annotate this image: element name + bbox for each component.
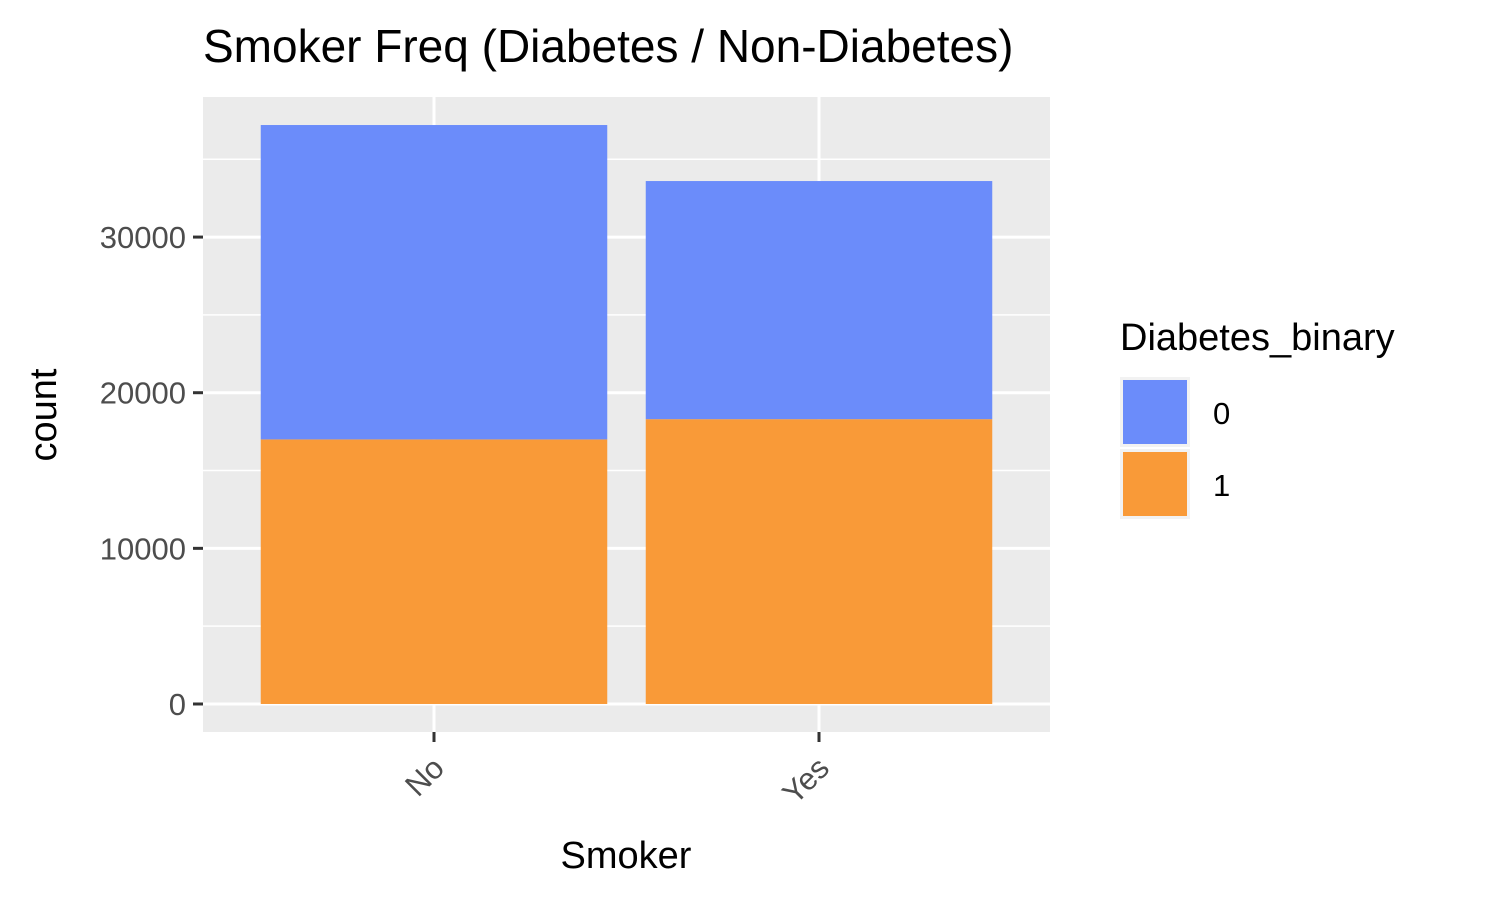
- x-axis: No Yes: [398, 732, 836, 811]
- y-tick-label: 10000: [100, 531, 186, 566]
- bars: [260, 125, 993, 704]
- legend-label-0: 0: [1213, 396, 1230, 431]
- x-tick-label: Yes: [775, 750, 836, 811]
- legend-label-1: 1: [1213, 468, 1230, 503]
- x-tick-label: No: [398, 750, 451, 803]
- y-axis: 0 10000 20000 30000: [100, 220, 203, 722]
- legend-swatch-1: [1123, 452, 1187, 516]
- legend-swatch-0: [1123, 380, 1187, 444]
- bar-yes-series-0: [645, 181, 993, 420]
- y-axis-title: count: [23, 368, 65, 461]
- x-axis-title: Smoker: [561, 835, 692, 877]
- chart-title: Smoker Freq (Diabetes / Non-Diabetes): [203, 20, 1013, 72]
- bar-no-series-0: [260, 125, 608, 440]
- legend-title: Diabetes_binary: [1120, 317, 1395, 359]
- bar-no-series-1: [260, 439, 608, 704]
- y-tick-label: 30000: [100, 220, 186, 255]
- bar-yes-series-1: [645, 419, 993, 704]
- y-tick-label: 20000: [100, 376, 186, 411]
- y-tick-label: 0: [169, 687, 186, 722]
- legend: Diabetes_binary 0 1: [1120, 317, 1395, 519]
